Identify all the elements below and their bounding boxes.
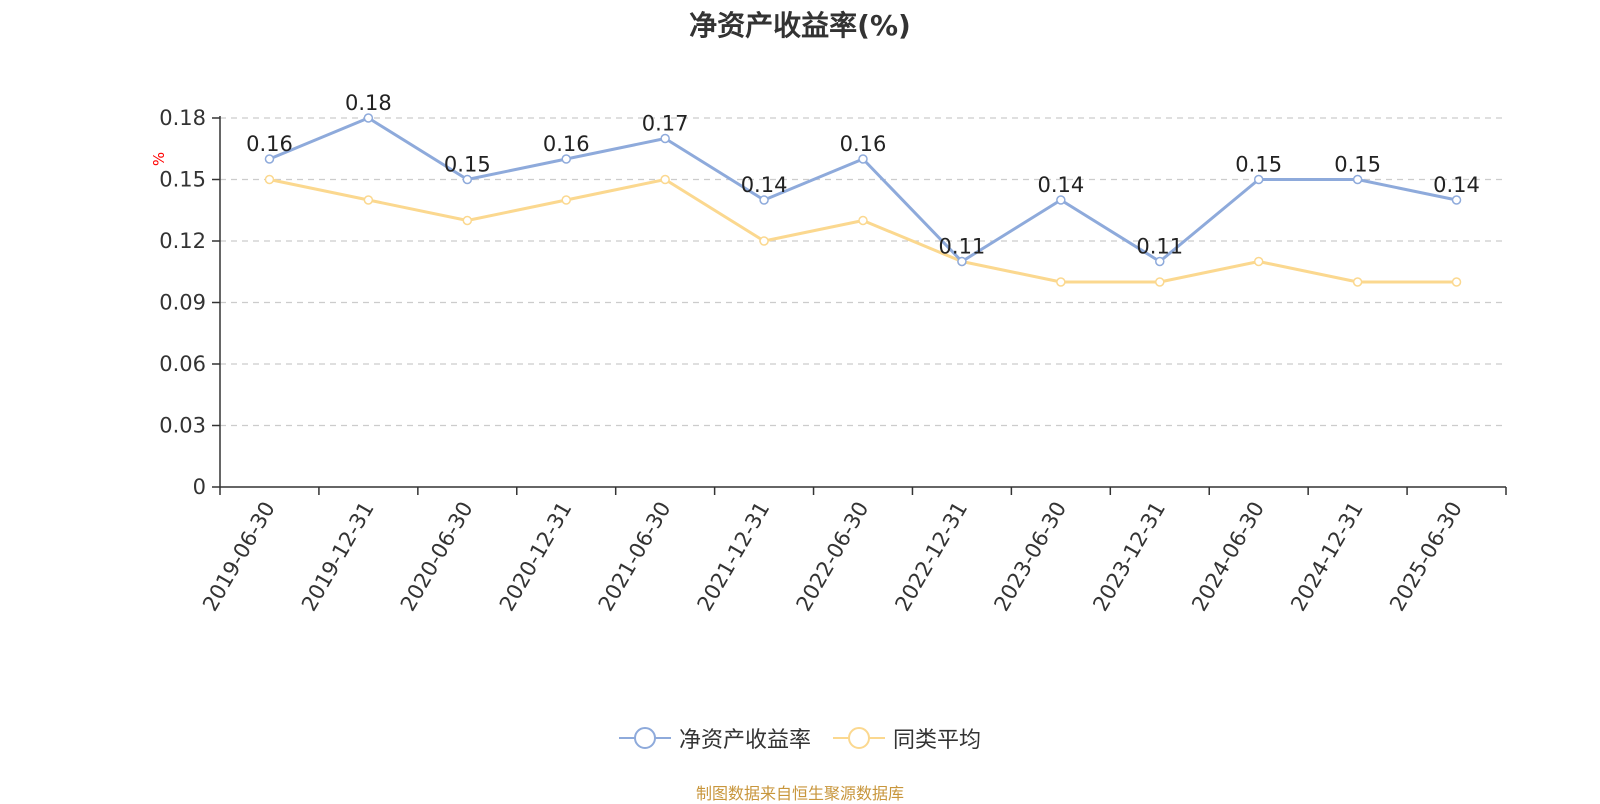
legend-label-roe: 净资产收益率 xyxy=(678,728,811,753)
data-point xyxy=(462,215,473,226)
data-label: 0.16 xyxy=(840,132,887,156)
legend-label-peer-average: 同类平均 xyxy=(893,728,982,753)
data-point xyxy=(1155,277,1165,287)
data-point xyxy=(759,195,769,205)
y-tick-label: 0.09 xyxy=(159,291,206,315)
y-tick-label: 0.12 xyxy=(159,229,206,253)
legend-item-roe[interactable]: 净资产收益率 xyxy=(618,722,811,754)
y-tick-label: 0.18 xyxy=(159,106,206,130)
data-label: 0.16 xyxy=(246,132,293,156)
data-point xyxy=(264,154,275,164)
y-axis-label: % xyxy=(150,152,168,166)
data-label: 0.18 xyxy=(345,91,392,115)
legend: 净资产收益率 同类平均 xyxy=(0,722,1600,754)
data-point xyxy=(1352,277,1363,287)
x-tick-label: 2021-12-31 xyxy=(693,498,775,616)
data-label: 0.14 xyxy=(1037,173,1084,197)
x-tick-label: 2023-06-30 xyxy=(989,498,1071,616)
y-tick-label: 0.15 xyxy=(159,168,206,192)
data-point xyxy=(1451,277,1462,287)
x-tick-label: 2024-12-31 xyxy=(1286,498,1368,616)
x-tick-label: 2019-12-31 xyxy=(297,498,379,616)
data-point xyxy=(660,133,670,144)
x-tick-label: 2024-06-30 xyxy=(1187,498,1269,616)
y-tick-label: 0 xyxy=(193,475,206,499)
x-tick-label: 2020-06-30 xyxy=(396,498,478,616)
data-point xyxy=(1253,174,1264,185)
data-label: 0.14 xyxy=(1433,173,1480,197)
data-point xyxy=(264,174,275,185)
x-tick-label: 2023-12-31 xyxy=(1088,498,1170,616)
data-point xyxy=(1155,256,1165,267)
legend-line-circle-icon xyxy=(618,727,671,749)
series-line-1 xyxy=(269,178,1457,284)
data-label: 0.11 xyxy=(939,235,986,259)
x-tick-label: 2021-06-30 xyxy=(594,498,676,616)
source-note: 制图数据来自恒生聚源数据库 xyxy=(695,784,904,803)
x-tick-label: 2019-06-30 xyxy=(198,498,280,616)
data-label: 0.15 xyxy=(444,153,491,177)
legend-line-circle-icon xyxy=(833,727,885,749)
data-label: 0.15 xyxy=(1235,153,1282,177)
data-point xyxy=(858,215,868,226)
x-tick-label: 2022-12-31 xyxy=(890,498,972,616)
data-label: 0.17 xyxy=(642,112,689,136)
data-point xyxy=(858,154,868,164)
legend-item-peer-average[interactable]: 同类平均 xyxy=(833,722,981,754)
data-point xyxy=(1056,277,1066,287)
data-label: 0.16 xyxy=(543,132,590,156)
data-point xyxy=(561,195,571,205)
y-tick-label: 0.03 xyxy=(159,414,206,438)
data-label: 0.15 xyxy=(1334,153,1381,177)
data-label: 0.11 xyxy=(1136,235,1183,259)
data-label: 0.14 xyxy=(741,173,788,197)
data-point xyxy=(462,174,473,185)
data-point xyxy=(363,195,374,205)
data-point xyxy=(660,174,670,185)
x-tick-label: 2025-06-30 xyxy=(1385,498,1467,616)
chart-title: 净资产收益率(%) xyxy=(689,9,911,42)
x-tick-label: 2020-12-31 xyxy=(495,498,577,616)
data-point xyxy=(1253,256,1264,267)
data-point xyxy=(1352,174,1363,185)
x-tick-label: 2022-06-30 xyxy=(792,498,874,616)
data-point xyxy=(363,113,374,123)
data-point xyxy=(1451,195,1462,205)
data-point xyxy=(759,236,769,246)
y-tick-label: 0.06 xyxy=(159,352,206,376)
data-point xyxy=(1056,195,1066,205)
data-point xyxy=(561,154,571,164)
data-point xyxy=(957,256,967,267)
